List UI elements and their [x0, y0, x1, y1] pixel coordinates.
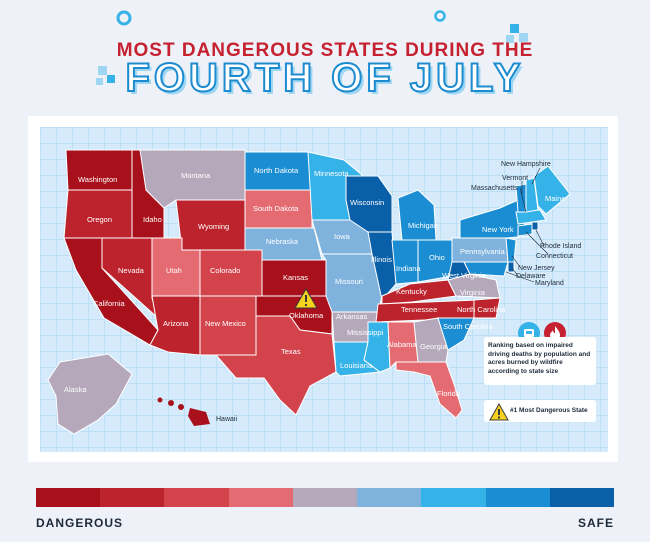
- scale-step-4: [228, 488, 293, 507]
- label-wisconsin: Wisconsin: [350, 198, 384, 207]
- label-minnesota: Minnesota: [314, 169, 349, 178]
- label-mississippi: Mississippi: [347, 328, 384, 337]
- warning-legend: #1 Most Dangerous State: [484, 400, 596, 422]
- scale-step-6: [357, 488, 422, 507]
- label-oklahoma: Oklahoma: [289, 311, 324, 320]
- label-michigan: Michigan: [408, 221, 438, 230]
- label-new-jersey: New Jersey: [518, 265, 555, 272]
- label-nevada: Nevada: [118, 266, 145, 275]
- label-delaware: Delaware: [516, 273, 546, 280]
- label-texas: Texas: [281, 347, 301, 356]
- label-oregon: Oregon: [87, 215, 112, 224]
- warning-marker: [294, 288, 318, 309]
- warning-icon: [489, 402, 509, 421]
- danger-scale-bar: [36, 488, 614, 507]
- label-new-york: New York: [482, 225, 514, 234]
- scale-step-7: [421, 488, 486, 507]
- label-new-mexico: New Mexico: [205, 319, 246, 328]
- scale-step-8: [485, 488, 550, 507]
- scale-step-1: [36, 488, 101, 507]
- scale-label-safe: SAFE: [577, 516, 614, 530]
- warning-legend-text: #1 Most Dangerous State: [510, 407, 588, 414]
- state-illinois[interactable]: [367, 231, 397, 302]
- label-florida: Florida: [437, 389, 461, 398]
- label-rhode-island: Rhode Island: [540, 243, 581, 250]
- ranking-legend-text: Ranking based on impaired driving deaths…: [488, 342, 591, 375]
- label-kansas: Kansas: [283, 273, 308, 282]
- state-indiana[interactable]: [391, 239, 419, 285]
- scale-step-9: [549, 488, 614, 507]
- title-line-1: MOST DANGEROUS STATES DURING THE: [116, 40, 534, 61]
- label-north-dakota: North Dakota: [254, 166, 299, 175]
- label-idaho: Idaho: [143, 215, 162, 224]
- state-hawaii[interactable]: [157, 397, 211, 427]
- label-connecticut: Connecticut: [536, 253, 573, 260]
- state-connecticut[interactable]: [517, 223, 533, 237]
- label-iowa: Iowa: [334, 232, 351, 241]
- label-utah: Utah: [166, 266, 182, 275]
- state-michigan[interactable]: [397, 189, 437, 241]
- label-indiana: Indiana: [396, 264, 421, 273]
- state-georgia[interactable]: [413, 317, 449, 363]
- state-north-carolina[interactable]: [473, 297, 501, 319]
- label-virginia: Virginia: [460, 288, 486, 297]
- label-arkansas: Arkansas: [336, 312, 368, 321]
- label-south-dakota: South Dakota: [253, 204, 299, 213]
- label-illinois: Illinois: [371, 255, 392, 264]
- scale-label-dangerous: DANGEROUS: [36, 516, 124, 530]
- state-maryland[interactable]: [463, 261, 509, 277]
- scale-step-2: [100, 488, 165, 507]
- state-texas[interactable]: [214, 315, 337, 416]
- title-line-2: FOURTH OF JULY: [125, 55, 525, 101]
- label-california: California: [93, 299, 126, 308]
- label-west-virginia: West Virginia: [442, 271, 487, 280]
- label-massachusetts: Massachusetts: [471, 185, 518, 192]
- label-louisiana: Louisiana: [340, 361, 373, 370]
- label-pennsylvania: Pennsylvania: [460, 247, 505, 256]
- state-delaware[interactable]: [507, 261, 515, 273]
- label-nebraska: Nebraska: [266, 237, 299, 246]
- label-north-carolina: North Carolina: [457, 305, 506, 314]
- state-maine[interactable]: [533, 165, 571, 215]
- label-kentucky: Kentucky: [396, 287, 427, 296]
- label-tennessee: Tennessee: [401, 305, 437, 314]
- label-washington: Washington: [78, 175, 117, 184]
- state-alaska[interactable]: [47, 353, 133, 435]
- state-new-jersey[interactable]: [505, 237, 517, 263]
- label-hawaii: Hawaii: [216, 416, 237, 423]
- label-wyoming: Wyoming: [198, 222, 229, 231]
- label-maine: Maine: [545, 194, 565, 203]
- ranking-legend: Ranking based on impaired driving deaths…: [484, 337, 596, 385]
- state-new-york[interactable]: [459, 199, 529, 239]
- state-florida[interactable]: [395, 361, 463, 419]
- state-south-carolina[interactable]: [437, 317, 475, 351]
- label-montana: Montana: [181, 171, 211, 180]
- label-maryland: Maryland: [535, 280, 564, 287]
- label-alaska: Alaska: [64, 385, 87, 394]
- state-oregon[interactable]: [63, 189, 133, 239]
- state-washington[interactable]: [65, 149, 141, 191]
- callout-lines: [505, 167, 549, 283]
- label-colorado: Colorado: [210, 266, 240, 275]
- label-alabama: Alabama: [387, 340, 417, 349]
- label-missouri: Missouri: [335, 277, 363, 286]
- label-arizona: Arizona: [163, 319, 189, 328]
- scale-step-5: [292, 488, 358, 507]
- label-new-hampshire: New Hampshire: [501, 161, 551, 168]
- scale-step-3: [164, 488, 229, 507]
- label-vermont: Vermont: [502, 175, 528, 182]
- label-georgia: Georgia: [420, 342, 448, 351]
- state-rhode-island[interactable]: [531, 221, 539, 231]
- label-south-carolina: South Carolina: [443, 322, 493, 331]
- label-ohio: Ohio: [429, 253, 445, 262]
